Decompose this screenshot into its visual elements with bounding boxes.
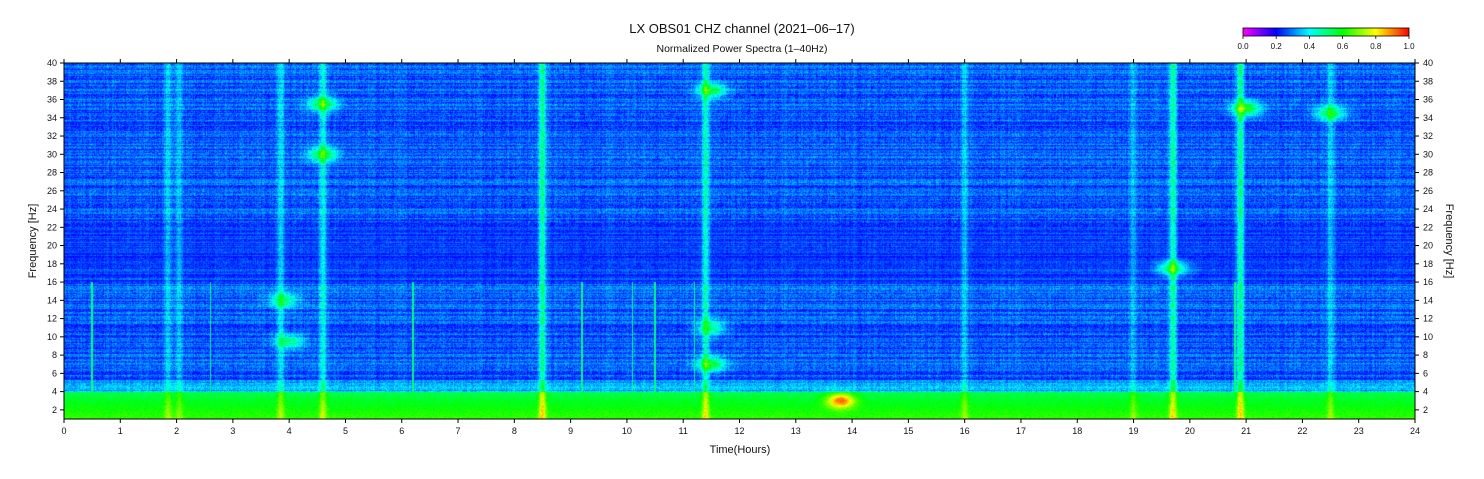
colorbar-tick-label: 0.0 bbox=[1237, 42, 1249, 51]
x-tick-label: 17 bbox=[1016, 426, 1026, 436]
colorbar-tick-label: 1.0 bbox=[1403, 42, 1415, 51]
y-axis-label-left: Frequency [Hz] bbox=[27, 204, 39, 279]
y-tick-label-right: 22 bbox=[1423, 222, 1433, 232]
x-axis: 0 1 2 3 4 5 6 7 8 9 10 11 12 13 14 15 16 17 18 19 20 21 22 23 24 bbox=[61, 59, 1420, 436]
y-tick-label: 38 bbox=[47, 76, 57, 86]
x-tick-label: 23 bbox=[1354, 426, 1364, 436]
y-tick-label-right: 32 bbox=[1423, 131, 1433, 141]
x-tick-label: 4 bbox=[287, 426, 292, 436]
y-tick-label-right: 18 bbox=[1423, 259, 1433, 269]
x-tick-label: 3 bbox=[230, 426, 235, 436]
y-tick-label-right: 34 bbox=[1423, 113, 1433, 123]
x-tick-label: 14 bbox=[847, 426, 857, 436]
y-tick-label-right: 6 bbox=[1423, 368, 1428, 378]
y-tick-label: 24 bbox=[47, 204, 57, 214]
y-tick-label: 2 bbox=[52, 405, 57, 415]
y-tick-label: 6 bbox=[52, 368, 57, 378]
y-tick-label-right: 14 bbox=[1423, 295, 1433, 305]
y-tick-label: 30 bbox=[47, 149, 57, 159]
y-tick-label: 40 bbox=[47, 58, 57, 68]
y-tick-label: 12 bbox=[47, 314, 57, 324]
x-tick-label: 10 bbox=[622, 426, 632, 436]
y-tick-label-right: 26 bbox=[1423, 186, 1433, 196]
y-tick-label: 16 bbox=[47, 277, 57, 287]
y-tick-label: 10 bbox=[47, 332, 57, 342]
y-tick-label-right: 30 bbox=[1423, 149, 1433, 159]
x-tick-label: 16 bbox=[960, 426, 970, 436]
y-tick-label-right: 2 bbox=[1423, 405, 1428, 415]
x-tick-label: 8 bbox=[512, 426, 517, 436]
spectrogram-heatmap bbox=[64, 63, 1415, 419]
y-tick-label-right: 28 bbox=[1423, 168, 1433, 178]
y-tick-label: 28 bbox=[47, 168, 57, 178]
x-tick-label: 7 bbox=[456, 426, 461, 436]
x-tick-label: 9 bbox=[568, 426, 573, 436]
y-tick-label-right: 20 bbox=[1423, 241, 1433, 251]
x-tick-label: 11 bbox=[679, 426, 688, 436]
y-axis-label-right: Frequency [Hz] bbox=[1443, 204, 1455, 279]
x-tick-label: 6 bbox=[399, 426, 404, 436]
y-tick-label-right: 40 bbox=[1423, 58, 1433, 68]
y-tick-label-right: 16 bbox=[1423, 277, 1433, 287]
colorbar: 0.0 0.2 0.4 0.6 0.8 1.0 bbox=[1237, 27, 1415, 51]
y-tick-label: 8 bbox=[52, 350, 57, 360]
colorbar-gradient bbox=[1242, 27, 1410, 37]
colorbar-ticks: 0.0 0.2 0.4 0.6 0.8 1.0 bbox=[1237, 36, 1415, 51]
chart-title: LX OBS01 CHZ channel (2021–06–17) bbox=[629, 21, 855, 36]
y-tick-label: 4 bbox=[52, 387, 57, 397]
y-tick-label-right: 12 bbox=[1423, 314, 1433, 324]
y-tick-label: 32 bbox=[47, 131, 57, 141]
x-tick-label: 5 bbox=[343, 426, 348, 436]
y-tick-label-right: 10 bbox=[1423, 332, 1433, 342]
y-tick-label: 34 bbox=[47, 113, 57, 123]
y-tick-label-right: 24 bbox=[1423, 204, 1433, 214]
y-tick-label-right: 38 bbox=[1423, 76, 1433, 86]
colorbar-tick-label: 0.8 bbox=[1370, 42, 1382, 51]
y-tick-label-right: 36 bbox=[1423, 95, 1433, 105]
y-tick-label-right: 8 bbox=[1423, 350, 1428, 360]
x-tick-label: 21 bbox=[1241, 426, 1251, 436]
colorbar-tick-label: 0.6 bbox=[1337, 42, 1349, 51]
y-tick-label: 22 bbox=[47, 222, 57, 232]
x-axis-label: Time(Hours) bbox=[710, 444, 771, 456]
y-tick-label: 20 bbox=[47, 241, 57, 251]
y-tick-label: 36 bbox=[47, 95, 57, 105]
x-tick-label: 1 bbox=[118, 426, 123, 436]
chart-subtitle: Normalized Power Spectra (1–40Hz) bbox=[656, 43, 828, 55]
x-tick-label: 19 bbox=[1129, 426, 1139, 436]
x-tick-label: 15 bbox=[903, 426, 913, 436]
x-tick-label: 18 bbox=[1072, 426, 1082, 436]
x-tick-label: 0 bbox=[61, 426, 66, 436]
colorbar-tick-label: 0.2 bbox=[1271, 42, 1283, 51]
x-tick-label: 12 bbox=[734, 426, 744, 436]
x-tick-label: 22 bbox=[1297, 426, 1307, 436]
x-tick-label: 24 bbox=[1410, 426, 1420, 436]
y-tick-label: 18 bbox=[47, 259, 57, 269]
colorbar-tick-label: 0.4 bbox=[1304, 42, 1316, 51]
y-tick-label: 26 bbox=[47, 186, 57, 196]
x-tick-label: 2 bbox=[174, 426, 179, 436]
y-tick-label: 14 bbox=[47, 295, 57, 305]
y-tick-label-right: 4 bbox=[1423, 387, 1428, 397]
x-tick-label: 13 bbox=[791, 426, 801, 436]
x-tick-label: 20 bbox=[1185, 426, 1195, 436]
